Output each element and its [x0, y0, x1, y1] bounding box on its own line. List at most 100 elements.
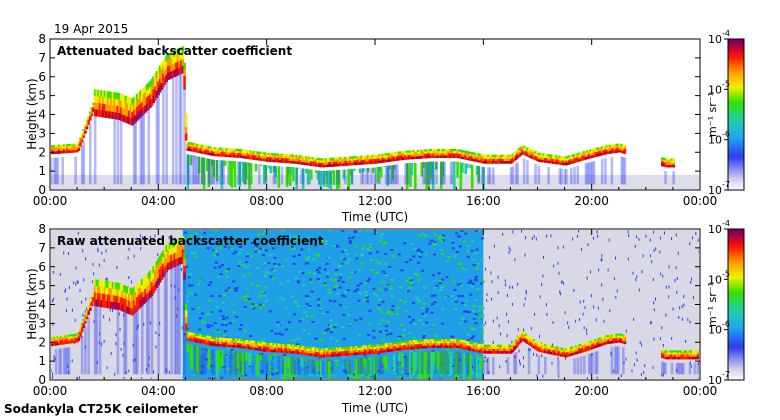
x-tick-label: 04:00: [141, 194, 176, 208]
sub-cloud-signal: [375, 167, 378, 185]
noise-speck: [490, 297, 492, 301]
cloud-layer-cell: [259, 343, 263, 347]
cloud-layer-cell: [92, 107, 95, 110]
cloud-layer-cell: [310, 163, 313, 166]
noise-speck: [433, 253, 437, 256]
fall-streak: [425, 161, 428, 189]
fall-streak: [336, 170, 339, 189]
cloud-layer-cell: [566, 160, 570, 163]
cloud-layer-cell: [201, 149, 204, 152]
cloud-layer-cell: [563, 160, 567, 164]
fall-streak: [236, 351, 240, 369]
noise-speck: [378, 298, 382, 301]
cloud-layer-cell: [440, 339, 443, 342]
cloud-layer-cell: [170, 254, 173, 262]
fall-streak: [436, 351, 440, 371]
y-tick-label: 8: [38, 32, 46, 46]
cloud-layer-cell: [84, 128, 87, 132]
cloud-layer-cell: [136, 303, 139, 311]
cloud-layer-cell: [136, 113, 139, 121]
cloud-layer-cell: [483, 348, 487, 352]
cloud-layer-cell: [206, 147, 209, 151]
cloud-layer-cell: [251, 344, 255, 348]
cloud-layer-cell: [305, 352, 308, 356]
cloud-layer-cell: [496, 346, 500, 350]
noise-speck: [337, 265, 341, 268]
cloud-layer-cell: [561, 352, 565, 355]
cloud-layer-cell: [266, 344, 269, 348]
noise-speck: [321, 239, 325, 242]
noise-speck: [504, 279, 506, 283]
cloud-layer-cell: [113, 105, 116, 113]
cloud-layer-cell: [116, 289, 120, 297]
cloud-layer-cell: [116, 112, 120, 120]
cloud-layer-cell: [394, 346, 398, 349]
cloud-layer-cell: [240, 155, 243, 159]
fall-streak: [324, 360, 328, 362]
cloud-layer-cell: [469, 341, 472, 345]
noise-speck: [585, 328, 587, 332]
cloud-layer-cell: [501, 344, 505, 348]
noise-speck: [562, 245, 564, 249]
cloud-layer-cell: [225, 338, 229, 341]
cloud-layer-cell: [493, 154, 497, 158]
cloud-layer-cell: [139, 280, 142, 288]
noise-speck: [517, 335, 519, 339]
cloud-layer-cell: [206, 145, 209, 149]
noise-speck: [430, 294, 434, 297]
cloud-layer-cell: [399, 153, 402, 157]
cloud-layer-cell: [555, 352, 558, 356]
noise-speck: [649, 238, 651, 242]
cloud-layer-cell: [505, 348, 508, 352]
cloud-layer-cell: [329, 159, 333, 163]
cloud-layer-cell: [665, 350, 669, 353]
cloud-layer-cell: [522, 150, 526, 153]
cloud-layer-cell: [591, 153, 594, 156]
noise-speck: [183, 330, 187, 333]
noise-speck: [435, 284, 439, 287]
cloud-layer-cell: [469, 343, 472, 347]
noise-speck: [306, 297, 310, 300]
cloud-layer-cell: [232, 338, 235, 342]
cloud-layer-cell: [457, 345, 461, 349]
cloud-layer-cell: [292, 160, 295, 164]
cloud-layer-cell: [487, 344, 490, 348]
cloud-layer-cell: [345, 163, 349, 166]
noise-speck: [546, 234, 548, 238]
cloud-layer-cell: [235, 340, 238, 344]
cloud-layer-cell: [417, 341, 420, 345]
cloud-layer-cell: [84, 320, 87, 324]
sub-cloud-signal: [537, 355, 541, 375]
cloud-layer-cell: [102, 97, 105, 105]
sub-cloud-signal: [457, 352, 461, 375]
cloud-layer-cell: [457, 341, 461, 345]
cloud-layer-cell: [444, 149, 448, 152]
cloud-layer-cell: [683, 354, 687, 358]
noise-speck: [314, 337, 318, 340]
cloud-layer-cell: [560, 353, 563, 357]
cloud-layer-cell: [261, 154, 264, 157]
noise-speck: [329, 324, 333, 327]
cloud-layer-cell: [414, 154, 417, 157]
cloud-layer-cell: [607, 334, 610, 338]
noise-speck: [625, 357, 627, 361]
cloud-layer-cell: [448, 155, 451, 159]
cloud-layer-cell: [141, 88, 144, 97]
noise-speck: [284, 306, 288, 309]
noise-speck: [578, 230, 580, 233]
cloud-layer-cell: [547, 154, 550, 157]
cloud-layer-cell: [82, 133, 86, 136]
cloud-layer-cell: [113, 92, 116, 100]
cloud-layer-cell: [376, 158, 380, 162]
noise-speck: [369, 243, 373, 246]
cloud-layer-cell: [665, 160, 669, 164]
cloud-layer-cell: [379, 344, 383, 347]
sub-cloud-signal: [248, 162, 251, 185]
cloud-layer-cell: [254, 343, 258, 346]
cloud-layer-cell: [565, 158, 568, 162]
cloud-layer-cell: [342, 156, 346, 160]
noise-speck: [474, 322, 478, 325]
cloud-layer-cell: [275, 159, 279, 163]
cloud-layer-cell: [110, 288, 113, 296]
cloud-layer-cell: [102, 300, 105, 308]
